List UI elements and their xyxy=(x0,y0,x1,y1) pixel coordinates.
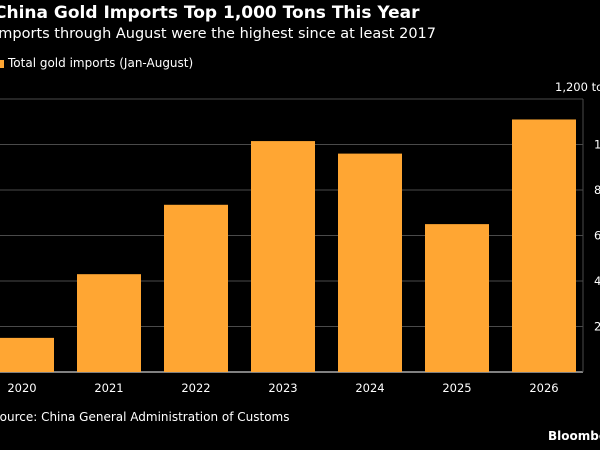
legend: Total gold imports (Jan-August) xyxy=(0,56,193,70)
y-tick-label: 200 xyxy=(594,320,600,334)
bar-2023 xyxy=(251,141,315,372)
source-note: Source: China General Administration of … xyxy=(0,410,290,424)
x-tick-label: 2022 xyxy=(181,381,210,395)
bar-2022 xyxy=(164,204,228,372)
y-tick-label: 800 xyxy=(594,183,600,197)
x-tick-label: 2025 xyxy=(442,381,471,395)
chart-title: China Gold Imports Top 1,000 Tons This Y… xyxy=(0,3,420,23)
bar-2025 xyxy=(425,224,489,372)
bar-2020 xyxy=(0,337,54,372)
y-tick-label: 1,000 xyxy=(594,138,600,152)
y-tick-label: 600 xyxy=(594,229,600,243)
bar-2026 xyxy=(512,119,576,372)
y-tick-label: 400 xyxy=(594,274,600,288)
x-tick-label: 2024 xyxy=(355,381,384,395)
legend-swatch xyxy=(0,59,4,68)
x-tick-label: 2020 xyxy=(7,381,36,395)
legend-label: Total gold imports (Jan-August) xyxy=(8,56,194,70)
x-tick-label: 2026 xyxy=(529,381,558,395)
bar-2024 xyxy=(338,153,402,372)
bloomberg-logo: Bloomberg xyxy=(548,429,600,443)
x-tick-label: 2021 xyxy=(94,381,123,395)
x-tick-label: 2023 xyxy=(268,381,297,395)
bar-2021 xyxy=(77,274,141,372)
y-tick-label: 1,200 tons xyxy=(555,80,600,94)
chart-subtitle: Imports through August were the highest … xyxy=(0,26,437,42)
